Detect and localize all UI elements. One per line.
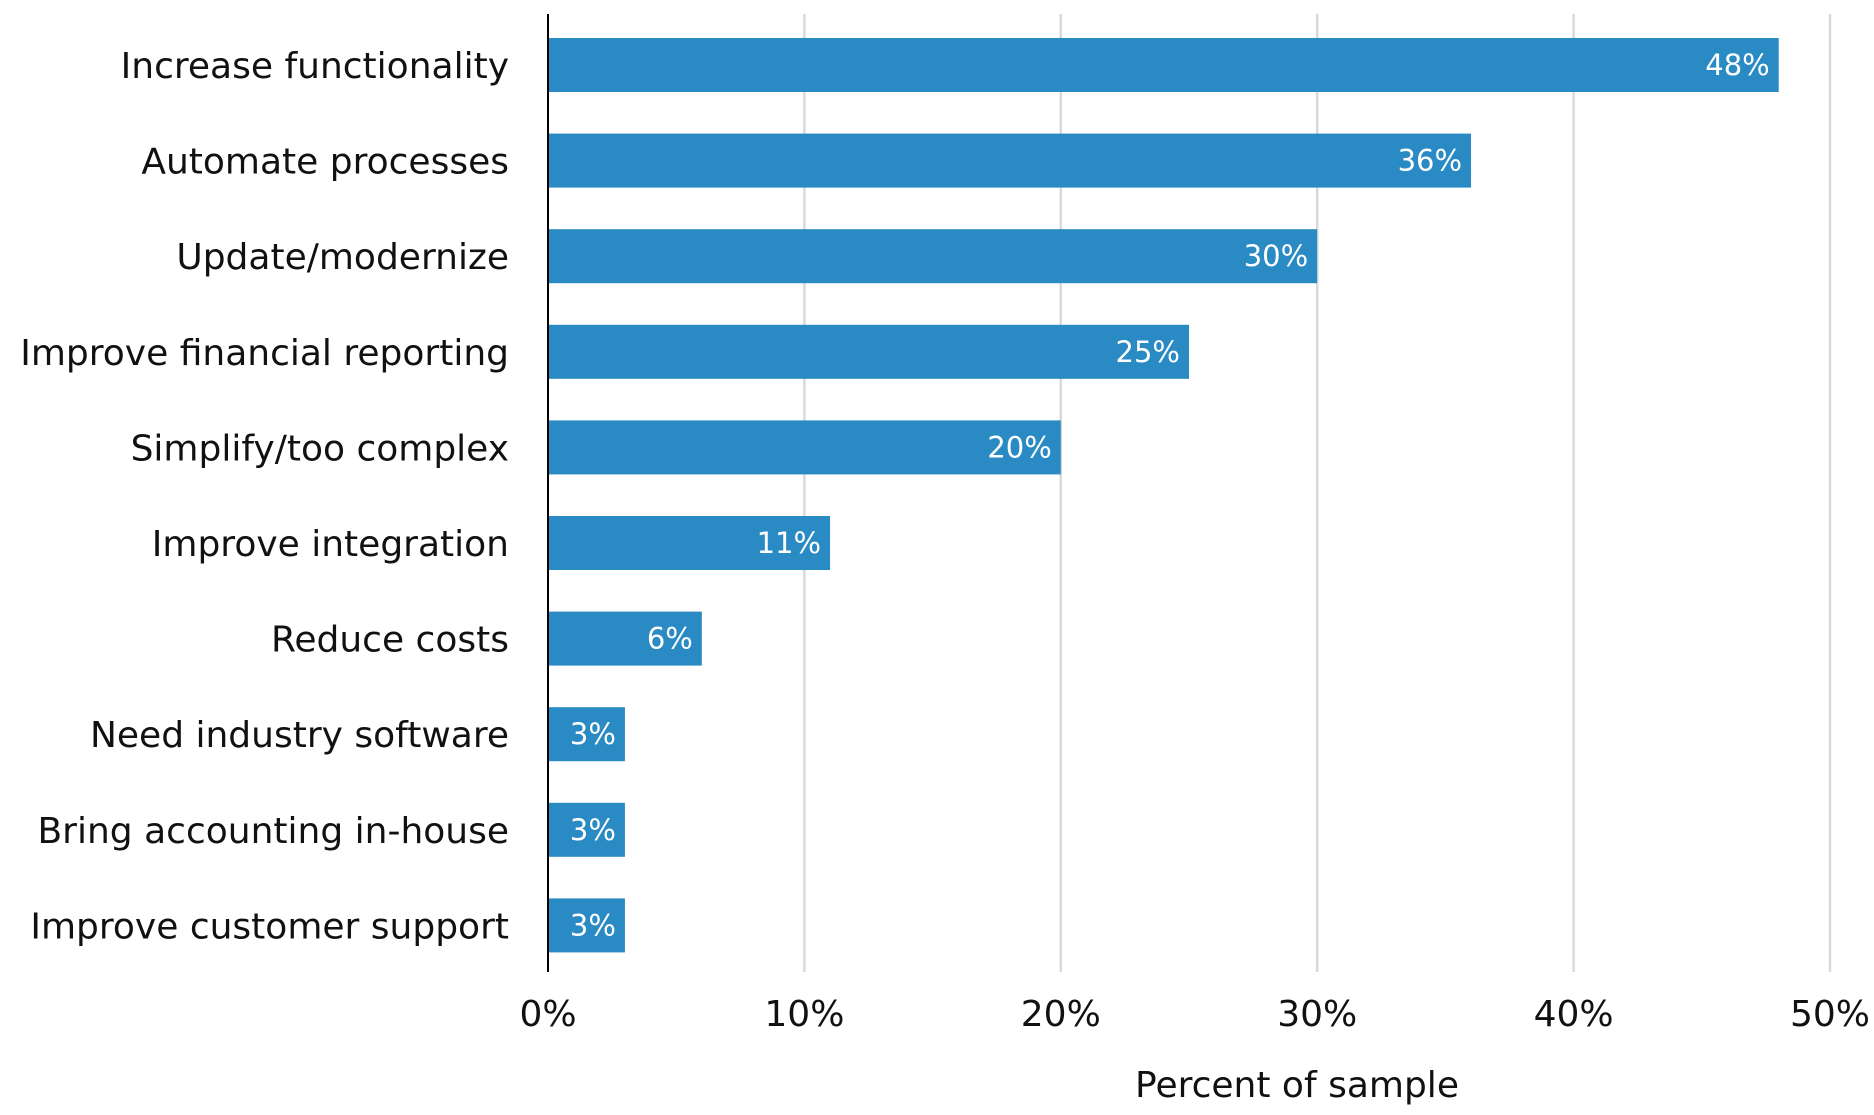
data-label: 3% xyxy=(570,813,616,847)
category-label: Automate processes xyxy=(141,142,509,183)
data-label: 48% xyxy=(1705,48,1769,82)
bar xyxy=(548,229,1318,284)
x-tick-label: 30% xyxy=(1277,994,1357,1035)
category-label: Update/modernize xyxy=(176,237,509,278)
category-label: Improve integration xyxy=(152,524,509,565)
bar xyxy=(548,516,831,570)
category-label: Increase functionality xyxy=(121,46,509,87)
bar xyxy=(548,898,625,953)
category-label: Improve financial reporting xyxy=(20,333,509,374)
category-label: Reduce costs xyxy=(271,620,509,661)
bar xyxy=(548,133,1472,188)
x-tick-label: 0% xyxy=(519,994,576,1035)
value-labels: 48% 36% 30% 25% 20% 11% 6% 3% 3% 3% xyxy=(570,48,1770,942)
x-tick-label: 50% xyxy=(1790,994,1870,1035)
bar xyxy=(548,38,1779,92)
data-label: 11% xyxy=(757,526,821,560)
x-tick-label: 20% xyxy=(1021,994,1101,1035)
bars xyxy=(548,38,1779,953)
data-label: 6% xyxy=(647,622,693,656)
data-label: 30% xyxy=(1244,239,1308,273)
data-label: 20% xyxy=(987,430,1051,464)
data-label: 36% xyxy=(1398,144,1462,178)
bar xyxy=(548,420,1061,475)
data-label: 3% xyxy=(570,717,616,751)
data-label: 25% xyxy=(1116,335,1180,369)
x-tick-label: 40% xyxy=(1534,994,1614,1035)
category-label: Need industry software xyxy=(90,715,509,756)
bar xyxy=(548,707,625,762)
x-tick-label: 10% xyxy=(764,994,844,1035)
category-label: Simplify/too complex xyxy=(131,428,509,469)
x-axis-title: Percent of sample xyxy=(1135,1065,1459,1106)
bar xyxy=(548,802,625,857)
category-label: Improve customer support xyxy=(30,906,509,947)
category-labels: Increase functionality Automate processes… xyxy=(20,46,509,947)
x-tick-labels: 0% 10% 20% 30% 40% 50% xyxy=(519,994,1870,1035)
category-label: Bring accounting in-house xyxy=(37,811,509,852)
bar xyxy=(548,611,702,666)
bar xyxy=(548,324,1189,379)
data-label: 3% xyxy=(570,908,616,942)
